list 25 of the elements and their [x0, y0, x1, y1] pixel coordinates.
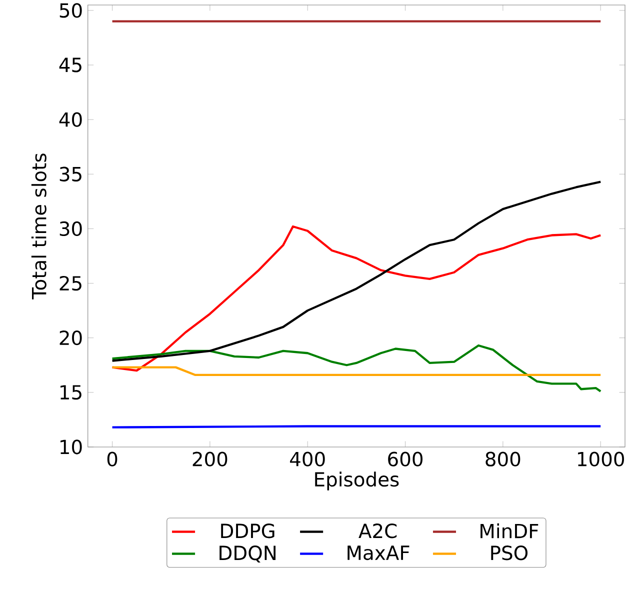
- y-tick-label: 35: [60, 166, 82, 182]
- y-tick-label: 10: [60, 440, 82, 454]
- y-tick-label: 20: [60, 330, 82, 346]
- legend-label: PSO: [491, 546, 528, 560]
- line-series: [111, 225, 602, 372]
- x-tick-label: 800: [486, 452, 520, 466]
- legend-label: MinDF: [480, 523, 538, 538]
- y-tick-label: 40: [59, 112, 82, 127]
- y-tick-label: 25: [60, 276, 82, 291]
- legend-label: A2C: [358, 524, 397, 538]
- x-tick-label: 0: [107, 452, 118, 466]
- x-tick-label: 200: [192, 452, 228, 466]
- y-tick-label: 15: [60, 385, 82, 400]
- x-tick-label: 1000: [578, 452, 624, 466]
- y-tick-label: 45: [59, 58, 82, 72]
- y-tick-label: 50: [60, 3, 82, 18]
- x-axis-title: Episodes: [315, 472, 399, 490]
- legend-label: DDPG: [221, 524, 274, 538]
- x-tick-label: 600: [388, 452, 422, 466]
- y-axis-title: Total time slots: [31, 154, 46, 300]
- x-tick-label: 400: [290, 452, 325, 466]
- legend-label: MaxAF: [348, 546, 410, 560]
- line-series: [111, 344, 602, 392]
- legend-label: DDQN: [220, 546, 276, 562]
- y-tick-label: 30: [60, 221, 82, 236]
